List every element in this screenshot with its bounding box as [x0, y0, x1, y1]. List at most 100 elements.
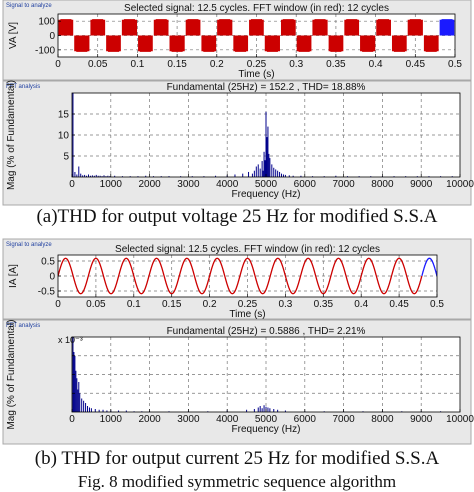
bars: [72, 337, 442, 412]
y-tick-label: 0: [49, 31, 55, 42]
y-tick-labels: -0.5 0 0.5: [38, 257, 61, 298]
chart-panel-2: FFT analysis Fundamental (25Hz) = 152.2 ,…: [2, 80, 474, 206]
x-axis-label: Frequency (Hz): [232, 424, 301, 435]
x-tick-label: 0.5: [430, 299, 444, 310]
y-tick-label: 0: [49, 272, 55, 283]
x-tick-label: 2000: [138, 179, 161, 190]
y-tick-label: -100: [35, 45, 55, 56]
x-tick-label: 2000: [138, 414, 161, 425]
x-tick-label: 0.05: [86, 299, 106, 310]
x-tick-label: 0.1: [127, 299, 141, 310]
series-1: [58, 257, 423, 295]
x-tick-label: 6000: [294, 414, 317, 425]
x-tick-label: 1000: [100, 414, 123, 425]
figure-caption: Fig. 8 modified symmetric sequence algor…: [77, 472, 397, 491]
x-tick-label: 0.45: [406, 59, 426, 70]
panel-tag: FFT analysis: [6, 323, 40, 329]
x-tick-label: 0.2: [203, 299, 217, 310]
x-tick-label: 0.4: [369, 59, 383, 70]
x-tick-label: 10000: [446, 179, 474, 190]
x-tick-label: 0.1: [130, 59, 144, 70]
x-tick-labels: 0 1000 2000 3000 4000 5000 6000 7000 8000 9000 100…: [69, 174, 474, 190]
x-tick-label: 10000: [446, 414, 474, 425]
x-tick-label: 6000: [294, 179, 317, 190]
y-tick-label: 100: [38, 17, 55, 28]
series-1: [58, 19, 439, 52]
chart-panel-4: FFT analysis Fundamental (25Hz) = 0.5886 …: [2, 319, 474, 445]
x-tick-label: 0: [69, 179, 75, 190]
series-line: [439, 19, 455, 36]
y-tick-label: 15: [58, 110, 70, 121]
y-axis-label: Mag (% of Fundamental): [6, 80, 17, 190]
x-tick-label: 5000: [255, 179, 278, 190]
y-axis-label: IA [A]: [8, 264, 19, 288]
series-line: [421, 257, 437, 277]
x-tick-label: 8000: [371, 179, 394, 190]
y-axis-label: Mag (% of Fundamental): [6, 319, 17, 429]
y-tick-label: 0.5: [41, 257, 55, 268]
x-tick-label: 0: [69, 414, 75, 425]
x-tick-label: 0.45: [389, 299, 409, 310]
y-tick-labels: [72, 355, 75, 394]
series-line: [58, 257, 423, 295]
x-axis-label: Time (s): [229, 309, 265, 320]
x-tick-label: 0.5: [448, 59, 462, 70]
x-tick-label: 3000: [177, 414, 200, 425]
x-tick-label: 0.15: [167, 59, 187, 70]
x-tick-label: 0.35: [326, 59, 346, 70]
y-tick-label: 10: [58, 131, 70, 142]
x-tick-label: 0.05: [88, 59, 108, 70]
chart-title: Selected signal: 12.5 cycles. FFT window…: [124, 3, 389, 14]
y-tick-labels: -100 0 100: [35, 17, 61, 56]
grid-lines: [72, 337, 460, 412]
x-tick-label: 0.3: [278, 299, 292, 310]
data-layer: [58, 257, 437, 295]
x-axis-label: Time (s): [238, 69, 274, 80]
x-tick-labels: 0 0.05 0.1 0.15 0.2 0.25 0.3 0.35 0.4 0.45 0.5: [55, 294, 444, 310]
panel-tag: FFT analysis: [6, 84, 40, 90]
x-tick-labels: 0 0.05 0.1 0.15 0.2 0.25 0.3 0.35 0.4 0.45 0.5: [55, 54, 462, 70]
x-tick-label: 0.25: [247, 59, 267, 70]
y-tick-label: 5: [63, 152, 69, 163]
x-tick-label: 4000: [216, 179, 239, 190]
y-axis-label: VA [V]: [8, 22, 19, 49]
series-2: [421, 257, 437, 277]
x-axis-label: Frequency (Hz): [232, 189, 301, 200]
chart-panel-3: Signal to analyze Selected signal: 12.5 c…: [2, 238, 472, 320]
series-line: [58, 19, 439, 52]
x-tick-label: 0: [55, 299, 61, 310]
chart-title: Selected signal: 12.5 cycles. FFT window…: [115, 244, 380, 255]
x-tick-label: 1000: [100, 179, 123, 190]
data-layer: [72, 337, 442, 412]
x-tick-label: 0.3: [289, 59, 303, 70]
x-tick-label: 0.4: [354, 299, 368, 310]
x-tick-labels: 0 1000 2000 3000 4000 5000 6000 7000 8000 9000 100…: [69, 409, 474, 425]
series-envelope: [60, 19, 437, 52]
x-tick-label: 9000: [410, 414, 433, 425]
chart-title: Fundamental (25Hz) = 152.2 , THD= 18.88%: [167, 82, 366, 93]
x-tick-label: 7000: [332, 414, 355, 425]
x-tick-label: 9000: [410, 179, 433, 190]
x-tick-label: 7000: [332, 179, 355, 190]
x-tick-label: 0.2: [210, 59, 224, 70]
data-layer: [58, 19, 455, 52]
x-tick-label: 0.15: [162, 299, 182, 310]
panel-tag: Signal to analyze: [6, 242, 52, 248]
x-tick-label: 0.35: [314, 299, 334, 310]
series-2: [439, 19, 455, 36]
y-tick-label: -0.5: [38, 287, 56, 298]
x-tick-label: 3000: [177, 179, 200, 190]
x-tick-label: 5000: [255, 414, 278, 425]
y-scale-label: x 10⁻³: [58, 335, 83, 345]
x-tick-label: 0.25: [238, 299, 258, 310]
caption-b: (b) THD for output current 25 Hz for mod…: [34, 448, 440, 469]
caption-a: (a)THD for output voltage 25 Hz for modi…: [36, 206, 438, 227]
chart-title: Fundamental (25Hz) = 0.5886 , THD= 2.21%: [167, 326, 366, 337]
x-tick-label: 4000: [216, 414, 239, 425]
panel-tag: Signal to analyze: [6, 3, 52, 9]
x-tick-label: 0: [55, 59, 61, 70]
x-tick-label: 8000: [371, 414, 394, 425]
y-tick-labels: 5 10 15: [58, 110, 75, 163]
chart-panel-1: Signal to analyze Selected signal: 12.5 c…: [2, 0, 472, 81]
